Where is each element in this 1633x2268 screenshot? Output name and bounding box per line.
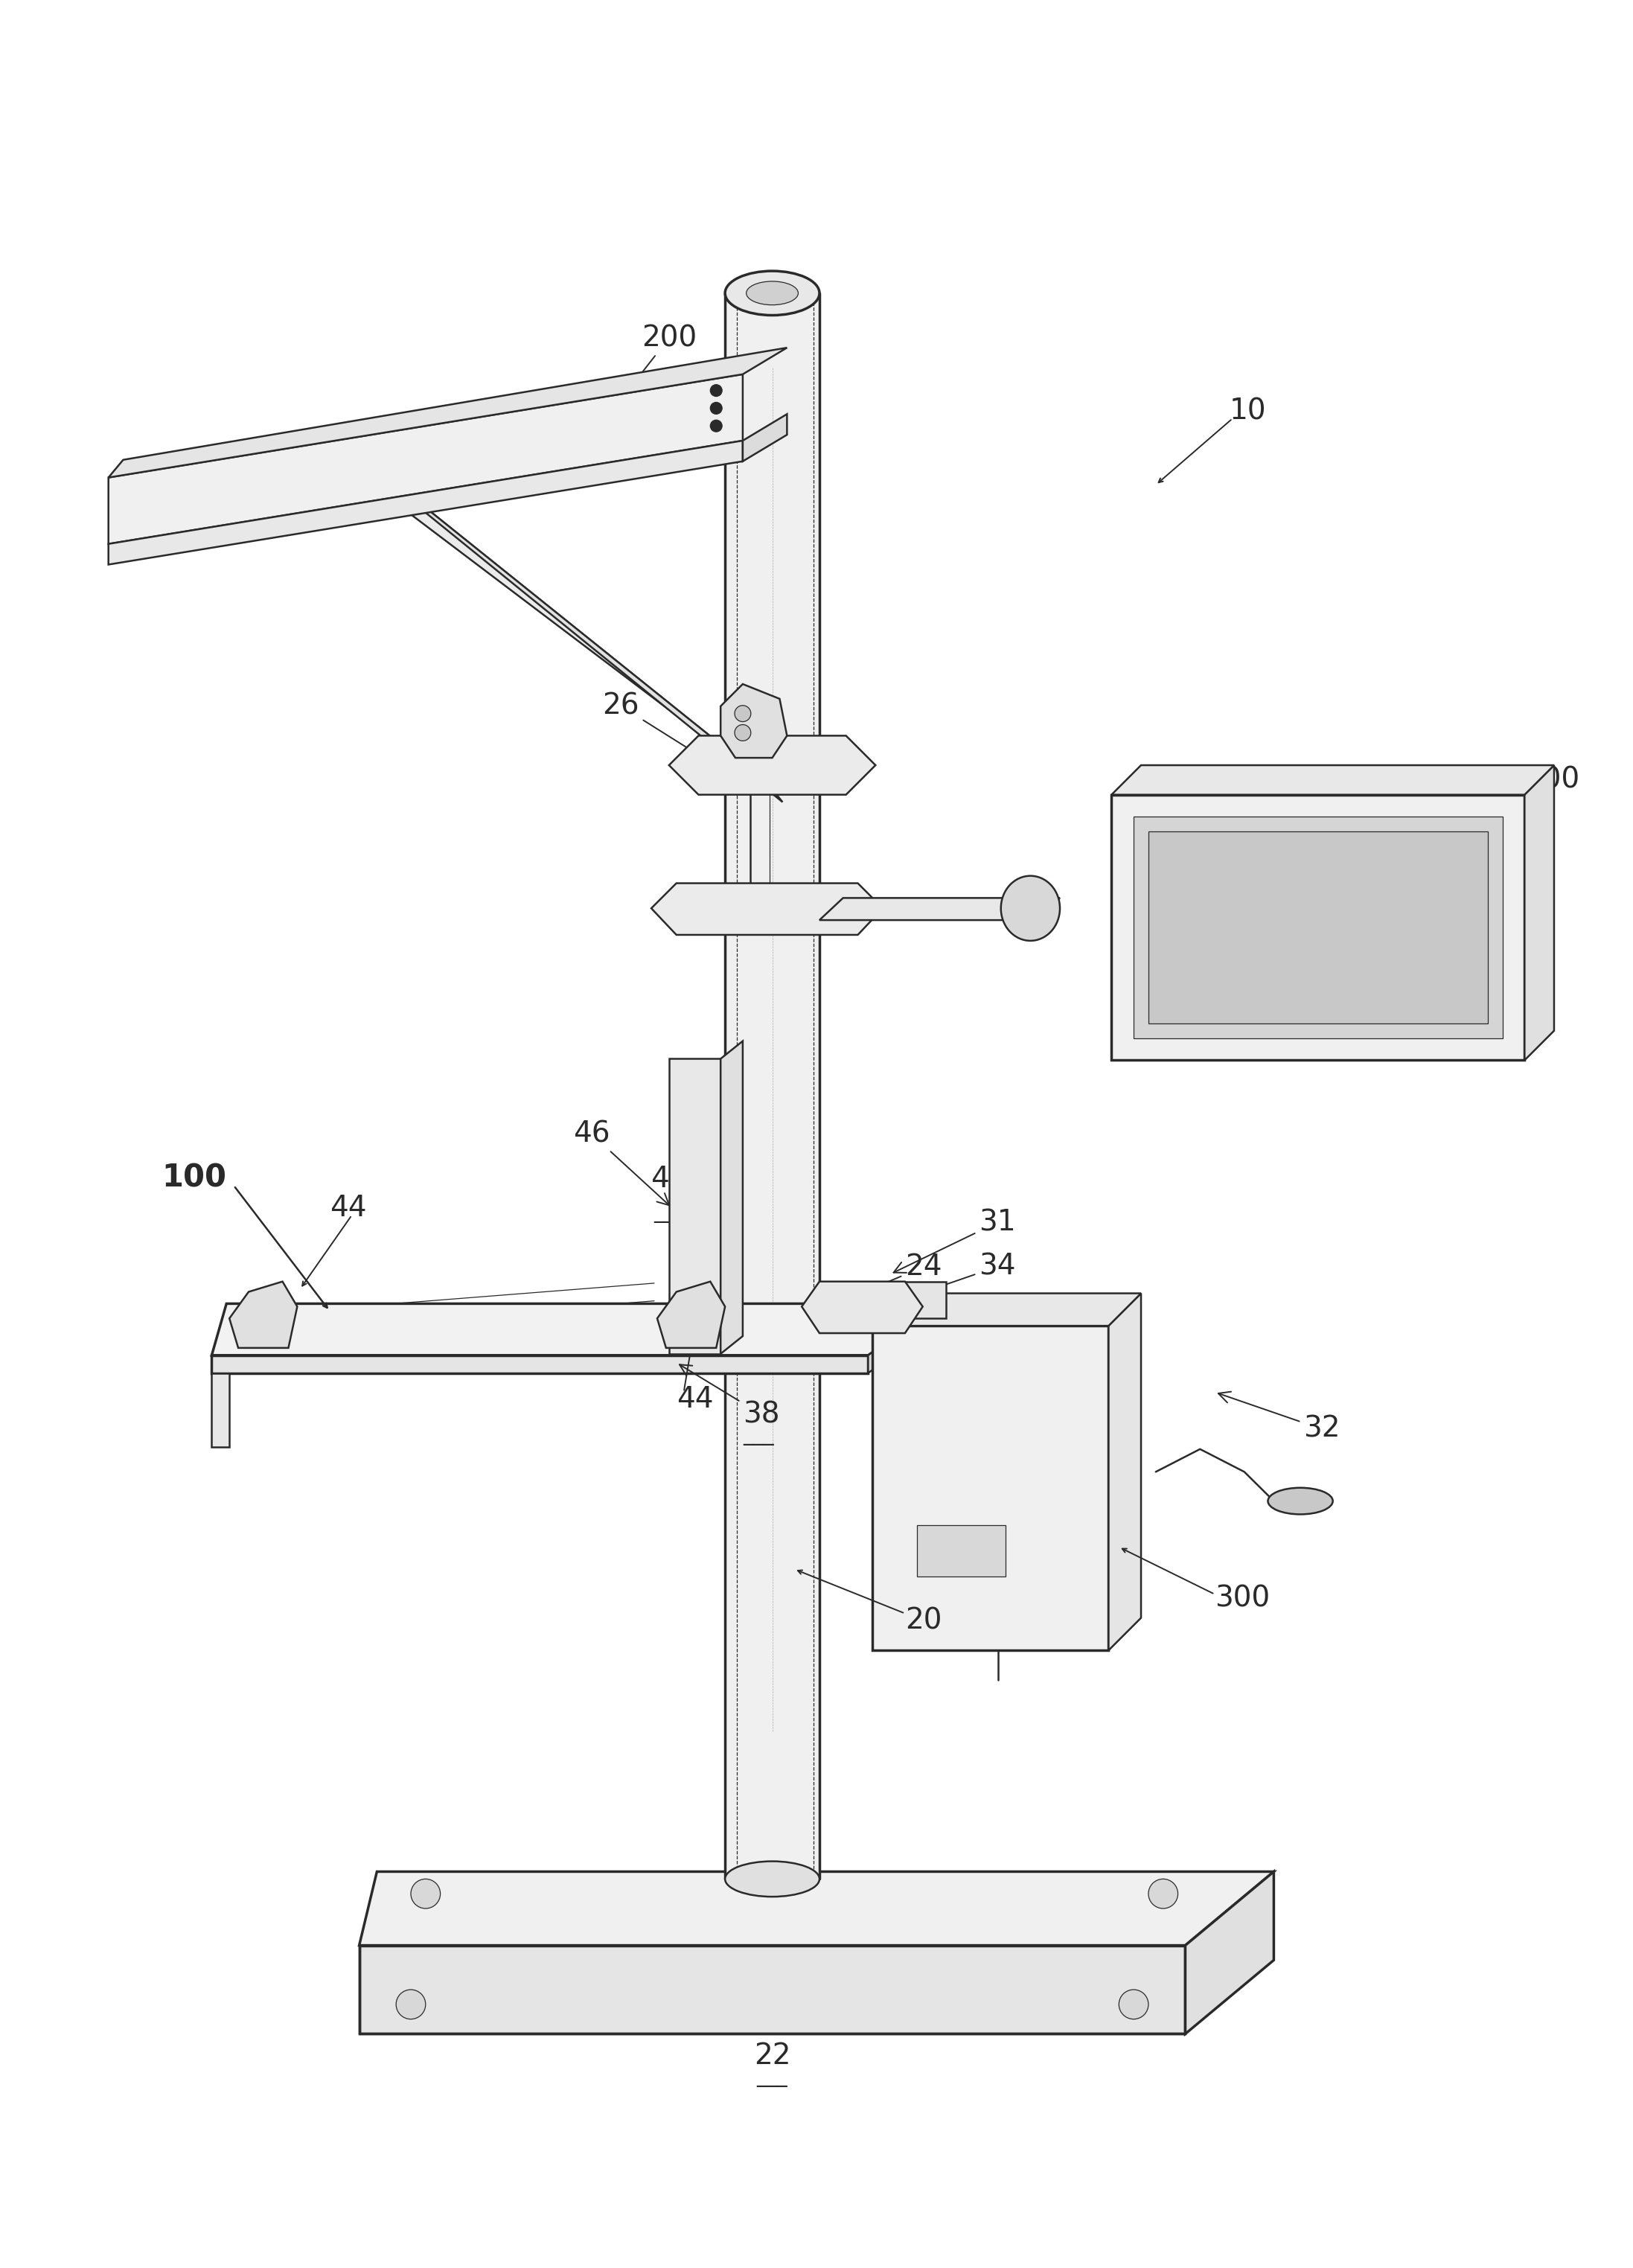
Circle shape <box>1119 1989 1148 2019</box>
Circle shape <box>735 726 751 742</box>
Polygon shape <box>212 1372 229 1447</box>
Circle shape <box>735 705 751 721</box>
Ellipse shape <box>725 270 820 315</box>
Text: 32: 32 <box>1218 1393 1341 1442</box>
Text: 24: 24 <box>823 1252 942 1311</box>
Polygon shape <box>652 882 883 934</box>
Text: 44: 44 <box>330 1193 366 1222</box>
Polygon shape <box>872 1327 1109 1651</box>
Circle shape <box>710 420 722 431</box>
Polygon shape <box>656 1281 725 1347</box>
Text: 10: 10 <box>1230 397 1267 426</box>
Text: 38: 38 <box>679 1365 779 1429</box>
Text: 300: 300 <box>1215 1585 1270 1613</box>
Polygon shape <box>359 1946 1186 2034</box>
Polygon shape <box>108 440 743 565</box>
Ellipse shape <box>746 281 799 304</box>
Polygon shape <box>869 1304 942 1372</box>
Polygon shape <box>1109 1293 1141 1651</box>
Polygon shape <box>670 1059 720 1354</box>
Text: 20: 20 <box>905 1606 942 1635</box>
Polygon shape <box>108 347 787 479</box>
Polygon shape <box>359 1871 1274 1946</box>
Polygon shape <box>802 1281 923 1334</box>
Polygon shape <box>743 415 787 460</box>
Circle shape <box>397 1989 426 2019</box>
Polygon shape <box>407 492 782 803</box>
Text: 42: 42 <box>650 1166 699 1250</box>
Text: ___: ___ <box>653 1202 684 1222</box>
Polygon shape <box>720 1041 743 1354</box>
Text: 300: 300 <box>1525 767 1579 794</box>
Polygon shape <box>212 1304 942 1356</box>
Text: 34: 34 <box>893 1252 1016 1304</box>
Text: 22: 22 <box>754 2041 790 2071</box>
Polygon shape <box>1133 816 1502 1039</box>
Circle shape <box>1148 1878 1177 1907</box>
Polygon shape <box>820 1281 946 1318</box>
Polygon shape <box>670 735 875 794</box>
Text: 46: 46 <box>573 1120 670 1204</box>
Text: ___: ___ <box>743 1424 774 1445</box>
Polygon shape <box>108 374 743 544</box>
Polygon shape <box>720 685 787 758</box>
Polygon shape <box>820 898 1060 921</box>
Polygon shape <box>1148 832 1488 1023</box>
Text: 44: 44 <box>676 1386 714 1413</box>
Polygon shape <box>229 1281 297 1347</box>
Ellipse shape <box>1001 875 1060 941</box>
Text: 200: 200 <box>568 324 697 467</box>
Text: 100: 100 <box>162 1163 227 1193</box>
Text: ___: ___ <box>756 2066 787 2087</box>
Polygon shape <box>1186 1871 1274 2034</box>
Circle shape <box>710 386 722 397</box>
Polygon shape <box>725 293 820 1878</box>
Polygon shape <box>212 1356 869 1372</box>
Polygon shape <box>363 479 764 780</box>
Circle shape <box>710 401 722 415</box>
Text: 26: 26 <box>603 692 746 785</box>
Circle shape <box>412 1878 441 1907</box>
Polygon shape <box>1525 764 1555 1059</box>
Ellipse shape <box>1267 1488 1333 1515</box>
Bar <box>916 1524 1006 1576</box>
Text: 31: 31 <box>893 1209 1016 1272</box>
Polygon shape <box>1112 794 1525 1059</box>
Ellipse shape <box>725 1862 820 1896</box>
Polygon shape <box>1112 764 1555 794</box>
Polygon shape <box>872 1293 1141 1327</box>
